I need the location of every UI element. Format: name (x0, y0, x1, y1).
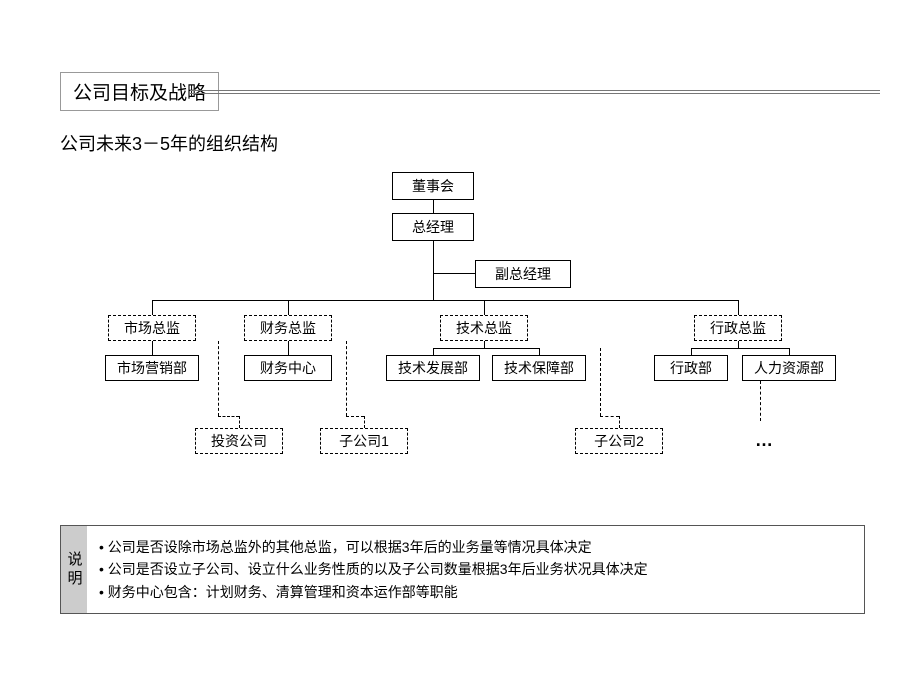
node-label: 人力资源部 (754, 358, 824, 378)
notes-bullet: 公司是否设立子公司、设立什么业务性质的以及子公司数量根据3年后业务状况具体决定 (99, 558, 852, 580)
org-chart: 董事会 总经理 副总经理 市场总监 财务总监 技术总监 行政总监 市场营销部 财… (0, 160, 920, 480)
connector (152, 300, 153, 315)
node-vice-general-manager: 副总经理 (475, 260, 571, 288)
dash-connector (600, 416, 619, 417)
connector (789, 348, 790, 355)
notes-box: 说明 公司是否设除市场总监外的其他总监，可以根据3年后的业务量等情况具体决定 公… (60, 525, 865, 614)
dash-connector (600, 348, 601, 416)
node-label: 财务中心 (260, 358, 316, 378)
node-label: 子公司1 (339, 431, 389, 451)
connector (433, 348, 539, 349)
dash-connector (239, 416, 240, 428)
node-finance-director: 财务总监 (244, 315, 332, 341)
connector (433, 200, 434, 213)
node-label: 市场总监 (124, 318, 180, 338)
node-label: 董事会 (412, 176, 454, 196)
node-investment-company: 投资公司 (195, 428, 283, 454)
node-label: 财务总监 (260, 318, 316, 338)
connector (288, 341, 289, 355)
connector (691, 348, 789, 349)
connector (484, 341, 485, 348)
notes-body: 公司是否设除市场总监外的其他总监，可以根据3年后的业务量等情况具体决定 公司是否… (87, 526, 864, 613)
dash-connector (218, 416, 239, 417)
node-label: 子公司2 (594, 431, 644, 451)
node-label: 行政总监 (710, 318, 766, 338)
dash-connector (760, 381, 761, 421)
node-label: 总经理 (412, 217, 454, 237)
node-label: 副总经理 (495, 264, 551, 284)
subtitle: 公司未来3－5年的组织结构 (60, 130, 278, 156)
header-rule (190, 90, 880, 94)
connector (152, 341, 153, 355)
node-marketing-dept: 市场营销部 (105, 355, 199, 381)
connector (433, 241, 434, 300)
node-hr-dept: 人力资源部 (742, 355, 836, 381)
dash-connector (364, 416, 365, 428)
node-label: 行政部 (670, 358, 712, 378)
node-tech-director: 技术总监 (440, 315, 528, 341)
connector (691, 348, 692, 355)
connector (433, 273, 475, 274)
dash-connector (218, 341, 219, 416)
ellipsis: … (755, 430, 773, 451)
connector (288, 300, 289, 315)
connector (738, 341, 739, 348)
header-title: 公司目标及战略 (73, 83, 206, 104)
notes-bullet: 财务中心包含：计划财务、清算管理和资本运作部等职能 (99, 581, 852, 603)
node-label: 投资公司 (211, 431, 267, 451)
node-admin-dept: 行政部 (654, 355, 728, 381)
dash-connector (619, 416, 620, 428)
node-tech-dev-dept: 技术发展部 (386, 355, 480, 381)
node-market-director: 市场总监 (108, 315, 196, 341)
connector (539, 348, 540, 355)
dash-connector (346, 341, 347, 416)
connector (738, 300, 739, 315)
node-label: 技术总监 (456, 318, 512, 338)
node-general-manager: 总经理 (392, 213, 474, 241)
node-label: 技术保障部 (504, 358, 574, 378)
notes-bullet: 公司是否设除市场总监外的其他总监，可以根据3年后的业务量等情况具体决定 (99, 536, 852, 558)
notes-label: 说明 (61, 526, 87, 613)
connector (484, 300, 485, 315)
node-tech-support-dept: 技术保障部 (492, 355, 586, 381)
node-board: 董事会 (392, 172, 474, 200)
node-admin-director: 行政总监 (694, 315, 782, 341)
node-subsidiary-1: 子公司1 (320, 428, 408, 454)
node-label: 市场营销部 (117, 358, 187, 378)
connector (433, 348, 434, 355)
dash-connector (346, 416, 364, 417)
node-finance-center: 财务中心 (244, 355, 332, 381)
node-label: 技术发展部 (398, 358, 468, 378)
connector (152, 300, 738, 301)
node-subsidiary-2: 子公司2 (575, 428, 663, 454)
